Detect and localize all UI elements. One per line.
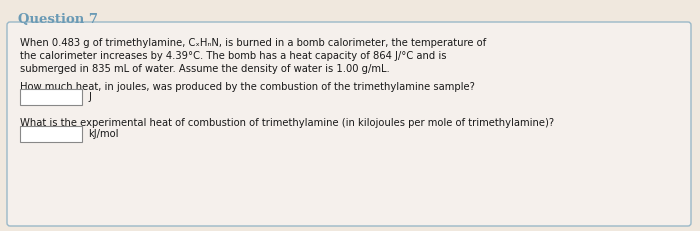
Text: Question 7: Question 7 <box>18 13 98 26</box>
Text: the calorimeter increases by 4.39°C. The bomb has a heat capacity of 864 J/°C an: the calorimeter increases by 4.39°C. The… <box>20 51 447 61</box>
Text: When 0.483 g of trimethylamine, CₓHₙN, is burned in a bomb calorimeter, the temp: When 0.483 g of trimethylamine, CₓHₙN, i… <box>20 38 486 48</box>
Text: submerged in 835 mL of water. Assume the density of water is 1.00 g/mL.: submerged in 835 mL of water. Assume the… <box>20 64 390 74</box>
Text: What is the experimental heat of combustion of trimethylamine (in kilojoules per: What is the experimental heat of combust… <box>20 118 554 128</box>
Text: J: J <box>88 92 91 102</box>
FancyBboxPatch shape <box>7 22 691 226</box>
Text: kJ/mol: kJ/mol <box>88 129 118 139</box>
FancyBboxPatch shape <box>20 89 82 105</box>
FancyBboxPatch shape <box>20 126 82 142</box>
Text: How much heat, in joules, was produced by the combustion of the trimethylamine s: How much heat, in joules, was produced b… <box>20 82 475 92</box>
